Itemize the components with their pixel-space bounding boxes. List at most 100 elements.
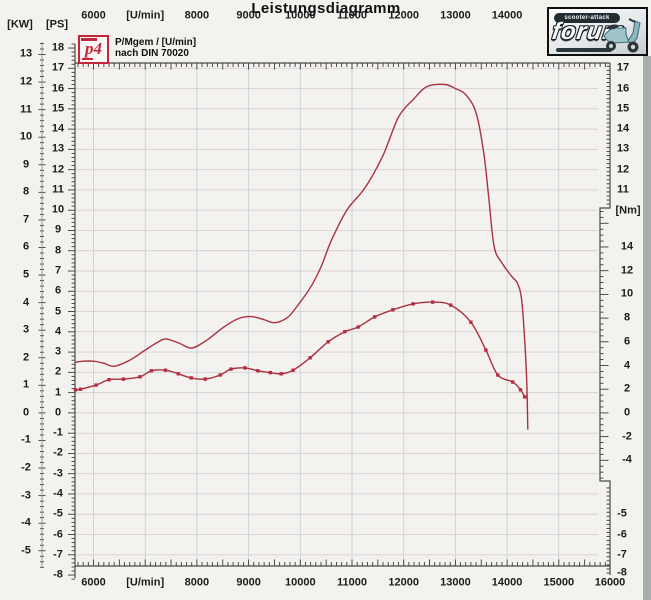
- ps-right-tick-label: 14: [616, 122, 630, 135]
- ps-tick-label: -2: [53, 446, 63, 459]
- ps-tick-label: 10: [51, 203, 65, 216]
- ps-tick-label: -6: [53, 528, 63, 541]
- rpm-tick-label-bottom: 9000: [236, 576, 261, 589]
- scooter-icon: [603, 18, 641, 53]
- watermark-logo: scooter-attack forum: [547, 7, 648, 56]
- series-mgem-curve: [73, 300, 527, 399]
- kw-tick-label: 9: [22, 158, 30, 171]
- ps-tick-label: 11: [52, 183, 64, 196]
- series-p-curve: [74, 83, 529, 430]
- rpm-tick-label-bottom: 16000: [594, 576, 626, 589]
- kw-tick-label: -1: [21, 433, 31, 446]
- rpm-tick-label-bottom: 11000: [337, 576, 367, 589]
- rpm-tick-label-top: 14000: [491, 9, 523, 22]
- ps-tick-label: 7: [54, 264, 62, 277]
- nm-tick-label: 6: [623, 335, 631, 348]
- legend-line1: P/Mgem / [U/min]: [115, 37, 197, 48]
- nm-tick-label: -4: [622, 453, 632, 466]
- kw-tick-label: -5: [21, 544, 31, 557]
- ps-right-tick-label: -8: [617, 566, 627, 579]
- ps-right-tick-label: 17: [616, 61, 630, 74]
- ps-tick-label: 9: [54, 223, 62, 236]
- kw-tick-label: 8: [22, 185, 30, 198]
- legend-box: p4 P/Mgem / [U/min] nach DIN 70020: [78, 35, 196, 64]
- rpm-tick-label-top: 6000: [81, 9, 106, 22]
- kw-tick-label: 6: [22, 240, 30, 253]
- legend-text: P/Mgem / [U/min] nach DIN 70020: [115, 35, 196, 59]
- legend-line2: nach DIN 70020: [115, 48, 189, 59]
- ps-tick-label: -4: [53, 487, 63, 500]
- kw-tick-label: 11: [20, 103, 32, 116]
- rpm-tick-label-bottom: 10000: [285, 576, 316, 589]
- nm-tick-label: 4: [623, 359, 631, 371]
- ps-tick-label: 5: [54, 305, 62, 318]
- ps-tick-label: -5: [53, 507, 63, 520]
- rpm-tick-label-bottom: 13000: [440, 576, 471, 589]
- nm-tick-label: 10: [620, 287, 634, 300]
- ps-tick-label: -7: [53, 548, 63, 561]
- page-title: Leistungsdiagramm: [251, 0, 401, 17]
- watermark-band-text: scooter-attack: [554, 13, 620, 23]
- ps-tick-label: -1: [53, 426, 63, 439]
- scan-edge-artifact: [643, 56, 651, 600]
- ps-tick-label: 2: [54, 365, 62, 378]
- ps-tick-label: 14: [51, 122, 65, 135]
- nm-tick-label: -2: [622, 430, 632, 443]
- ps-tick-label: -3: [53, 467, 63, 480]
- kw-tick-label: 10: [19, 130, 33, 143]
- kw-tick-label: -4: [21, 516, 31, 529]
- kw-tick-label: 13: [19, 47, 33, 60]
- rpm-tick-label-top: 9000: [236, 9, 261, 22]
- ps-tick-label: 17: [51, 61, 65, 74]
- ps-tick-label: 15: [51, 102, 65, 115]
- ps-tick-label: 0: [54, 406, 62, 419]
- rpm-tick-label-bottom: 6000: [81, 576, 106, 589]
- ps-tick-label: 6: [54, 284, 62, 297]
- ps-right-tick-label: -5: [617, 507, 627, 520]
- ps-right-tick-label: -6: [617, 528, 627, 541]
- kw-tick-label: -3: [21, 489, 31, 502]
- kw-tick-label: 12: [19, 75, 33, 88]
- ps-tick-label: 4: [54, 325, 62, 338]
- rpm-tick-label-bottom: 14000: [491, 576, 523, 589]
- ps-tick-label: 8: [54, 244, 62, 257]
- ps-right-tick-label: -7: [617, 548, 627, 561]
- kw-tick-label: 4: [22, 296, 30, 309]
- kw-tick-label: 5: [22, 268, 30, 281]
- rpm-tick-label-top: 10000: [285, 9, 316, 22]
- kw-axis-unit: [KW]: [7, 18, 33, 31]
- kw-tick-label: 7: [22, 213, 30, 226]
- nm-tick-label: 0: [623, 406, 631, 419]
- rpm-tick-label-bottom: 12000: [388, 576, 419, 589]
- nm-tick-label: 8: [623, 311, 631, 324]
- axis-frame: [41, 42, 611, 578]
- nm-tick-label: 14: [620, 240, 634, 253]
- ps-right-tick-label: 16: [616, 82, 630, 95]
- kw-tick-label: 1: [22, 378, 30, 391]
- ps-right-tick-label: 11: [617, 183, 629, 196]
- rpm-tick-label-top: 8000: [184, 9, 210, 22]
- nm-axis-unit: [Nm]: [615, 204, 641, 217]
- rpm-tick-label-top: 13000: [440, 9, 471, 22]
- grid-lines: [75, 63, 598, 566]
- ps-tick-label: -8: [53, 568, 63, 581]
- p4-logo-text: p4: [85, 39, 102, 58]
- ps-tick-label: 18: [51, 41, 65, 54]
- ps-right-tick-label: 15: [616, 102, 630, 115]
- nm-tick-label: 2: [623, 382, 631, 395]
- ps-right-tick-label: 13: [616, 142, 630, 155]
- rpm-tick-label-top: 11000: [337, 9, 367, 22]
- rpm-tick-label-top: [U/min]: [126, 9, 165, 22]
- ps-tick-label: 3: [54, 345, 62, 358]
- ps-tick-label: 1: [54, 386, 62, 399]
- rpm-tick-label-bottom: 8000: [184, 576, 210, 589]
- kw-tick-label: -2: [21, 461, 31, 474]
- ps-axis-unit: [PS]: [46, 18, 68, 31]
- nm-tick-label: 12: [620, 264, 634, 277]
- ps-tick-label: 12: [51, 163, 65, 176]
- ps-right-tick-label: 12: [616, 163, 630, 176]
- ps-tick-label: 13: [51, 142, 65, 155]
- rpm-tick-label-bottom: [U/min]: [126, 576, 165, 589]
